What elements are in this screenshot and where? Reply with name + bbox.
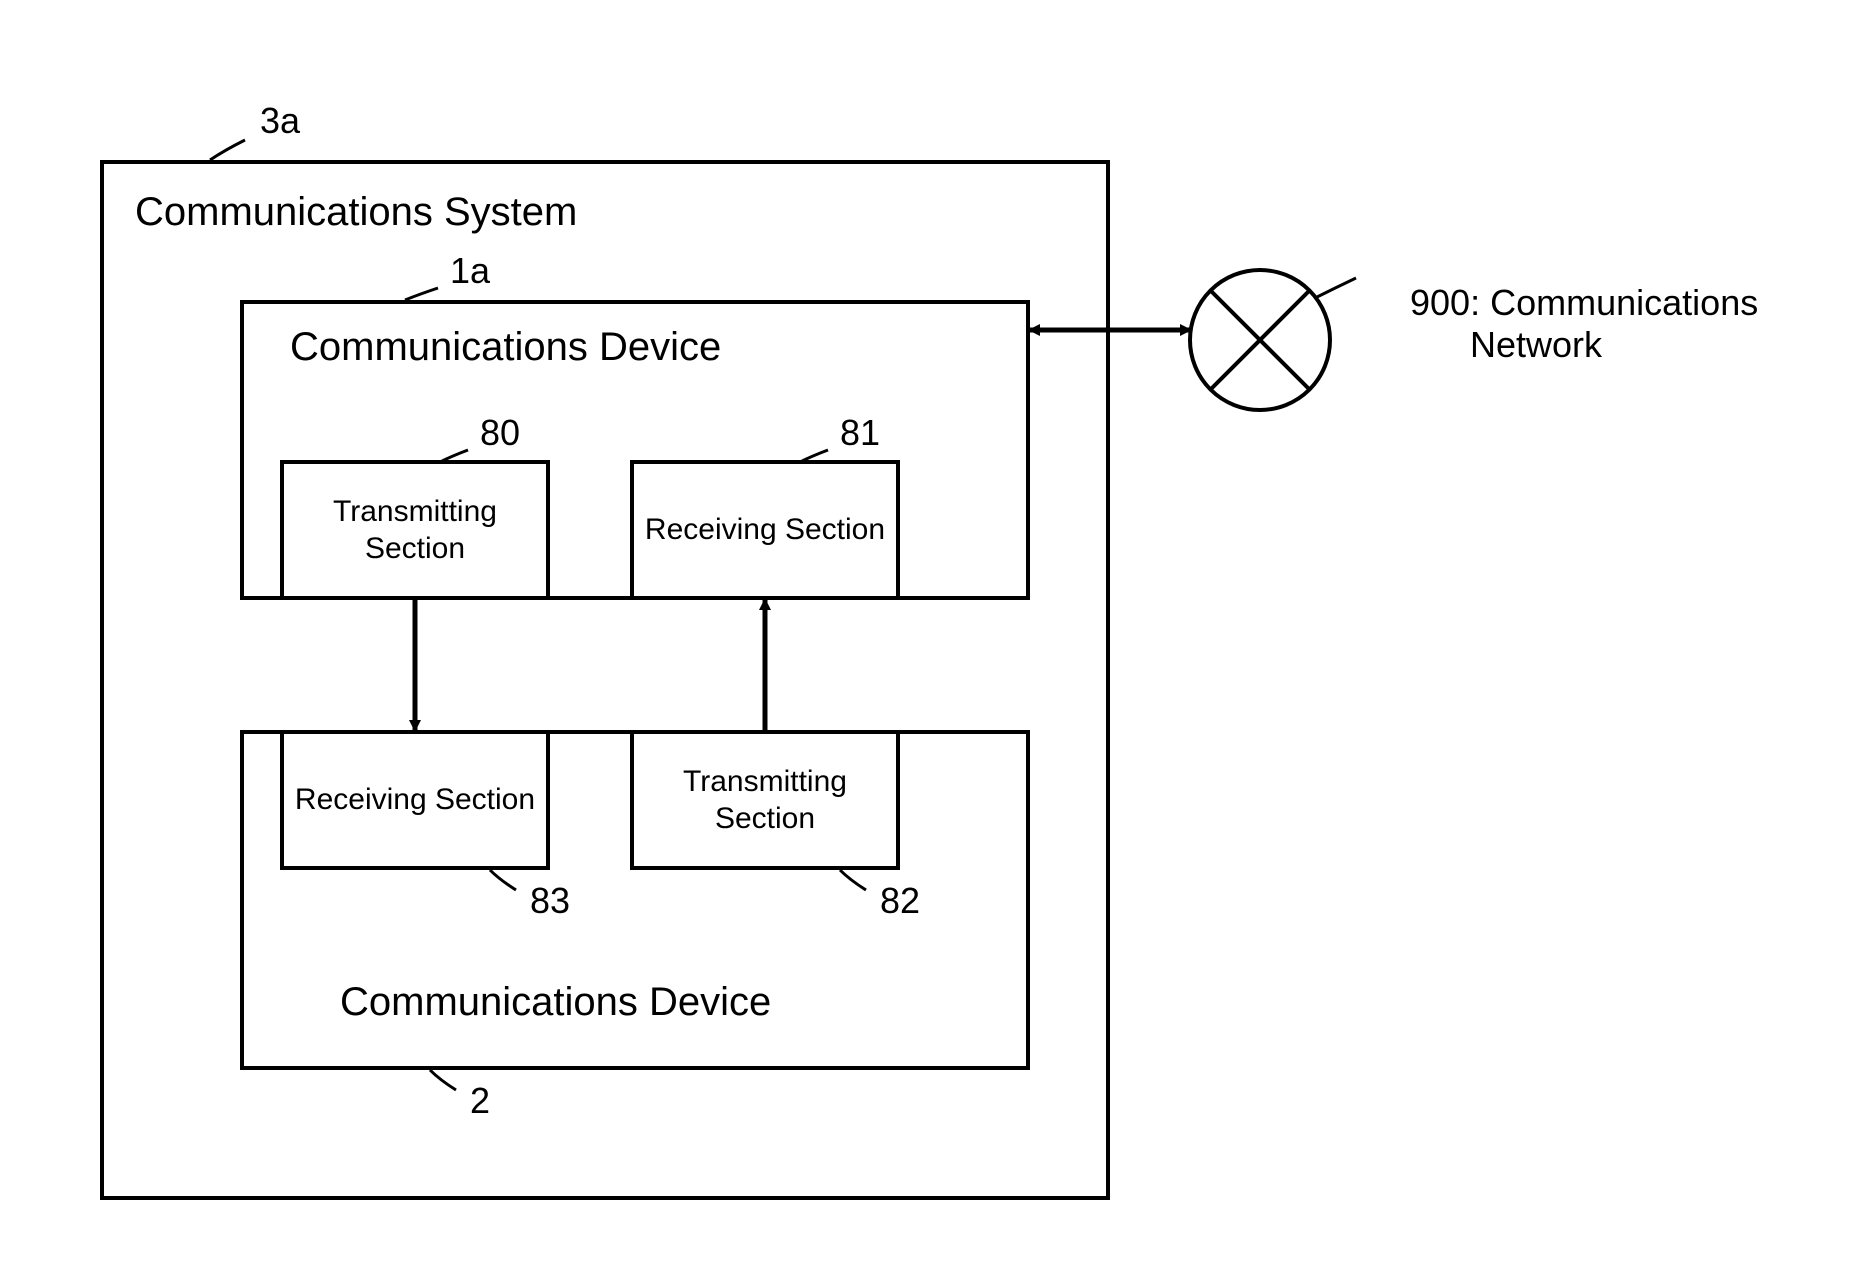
leader-900	[1315, 278, 1356, 298]
communications-device-top-title: Communications Device	[290, 325, 721, 370]
diagram-canvas: Communications System Communications Dev…	[0, 0, 1857, 1279]
transmitting-section-82-box: Transmitting Section	[630, 730, 900, 870]
ref-2: 2	[470, 1080, 490, 1122]
ref-900-colon: :	[1470, 282, 1490, 323]
ref-900-number: 900	[1410, 282, 1470, 323]
communications-device-bottom-title: Communications Device	[340, 980, 771, 1025]
receiving-section-81-box: Receiving Section	[630, 460, 900, 600]
receiving-section-81-label: Receiving Section	[645, 511, 885, 549]
receiving-section-83-box: Receiving Section	[280, 730, 550, 870]
receiving-section-83-label: Receiving Section	[295, 781, 535, 819]
ref-82: 82	[880, 880, 920, 922]
ref-83: 83	[530, 880, 570, 922]
network-icon	[1190, 270, 1330, 410]
transmitting-section-80-label: Transmitting Section	[284, 493, 546, 568]
transmitting-section-80-box: Transmitting Section	[280, 460, 550, 600]
communications-system-title: Communications System	[135, 190, 577, 235]
ref-900-label: 900: Communications Network	[1370, 240, 1758, 408]
ref-80: 80	[480, 412, 520, 454]
ref-3a: 3a	[260, 100, 300, 142]
ref-81: 81	[840, 412, 880, 454]
ref-1a: 1a	[450, 250, 490, 292]
transmitting-section-82-label: Transmitting Section	[634, 763, 896, 838]
leader-3a	[210, 140, 245, 160]
